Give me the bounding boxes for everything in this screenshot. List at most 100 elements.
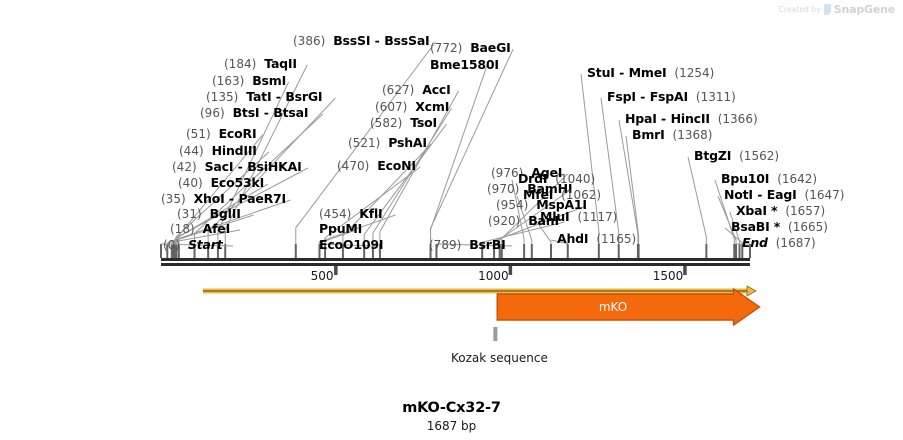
enzyme-name: AgeI [531, 165, 563, 180]
restriction-site-label[interactable]: (44) HindIII [179, 144, 257, 159]
enzyme-name: TatI [246, 89, 272, 104]
site-position: (1311) [695, 90, 736, 104]
restriction-site-label[interactable]: (920) BanI [488, 214, 559, 229]
restriction-site-label[interactable]: (31) BglII [177, 207, 241, 222]
site-position: (470) [337, 159, 370, 173]
restriction-site-label[interactable]: (386) BssSI - BssSaI [293, 33, 430, 49]
enzyme-name: Bpu10I [721, 171, 770, 186]
restriction-site-label[interactable]: BmrI (1368) [632, 128, 713, 143]
site-position: (1657) [785, 204, 826, 218]
restriction-site-label[interactable]: (627) AccI [382, 83, 451, 98]
restriction-site-label[interactable]: (582) TsoI [370, 116, 437, 131]
site-position: (772) [430, 41, 463, 55]
enzyme-name: Eco53kI [210, 175, 265, 190]
snapgene-watermark: Created by SnapGene [779, 3, 896, 16]
site-position: (582) [370, 116, 403, 130]
enzyme-name: PaeR7I [238, 191, 286, 206]
site-position: (1665) [788, 220, 828, 234]
restriction-site-label[interactable]: MluI (1117) [540, 210, 617, 225]
site-position: (35) [161, 192, 186, 206]
restriction-site-label[interactable]: (789) BsrBI [429, 237, 506, 253]
restriction-site-label[interactable]: (40) Eco53kI [178, 175, 265, 191]
enzyme-name: MspA1I [536, 197, 587, 212]
enzyme-name: Bme1580I [430, 57, 499, 72]
site-position: (1642) [777, 172, 818, 186]
enzyme-name: FspAI [649, 89, 688, 104]
site-position: (1647) [804, 188, 845, 202]
restriction-site-label[interactable]: (135) TatI - BsrGI [206, 89, 323, 105]
title-block: mKO-Cx32-7 1687 bp [0, 400, 903, 433]
enzyme-name: FspI [607, 89, 636, 104]
site-position: (40) [178, 176, 203, 190]
restriction-site-label[interactable]: (454) KflI [319, 207, 383, 222]
restriction-site-label[interactable]: FspI - FspAI (1311) [607, 89, 736, 105]
restriction-site-label[interactable]: (35) XhoI - PaeR7I [161, 191, 286, 207]
restriction-site-label[interactable]: BtgZI (1562) [694, 149, 779, 164]
restriction-site-label[interactable]: (772) BaeGI [430, 40, 511, 56]
restriction-site-label[interactable]: (970) BamHI [487, 182, 573, 197]
site-position: (1366) [717, 112, 758, 126]
restriction-site-label[interactable]: (470) EcoNI [337, 158, 416, 174]
site-position: (31) [177, 207, 202, 221]
enzyme-name: EcoO109I [319, 237, 384, 252]
site-position: (18) [170, 222, 195, 236]
site-position: (1368) [672, 128, 713, 142]
restriction-site-label[interactable]: End (1687) [742, 236, 816, 251]
restriction-site-label[interactable]: (51) EcoRI [186, 127, 257, 142]
enzyme-name: TaqII [264, 56, 297, 71]
site-position: (521) [348, 136, 381, 150]
restriction-site-label[interactable]: StuI - MmeI (1254) [587, 65, 714, 81]
restriction-site-label[interactable]: (0) Start [163, 238, 223, 253]
restriction-site-label[interactable]: NotI - EagI (1647) [724, 187, 845, 203]
restriction-site-label[interactable]: (96) BtsI - BtsaI [200, 105, 309, 121]
restriction-site-label[interactable]: MfeI (1062) [523, 188, 601, 203]
enzyme-name: EagI [766, 187, 797, 202]
restriction-site-label[interactable]: Bme1580I [430, 58, 499, 72]
enzyme-name: XhoI [193, 191, 225, 206]
enzyme-name: BsmI [252, 73, 287, 88]
watermark-prefix: Created by [778, 5, 821, 14]
restriction-site-label[interactable]: AhdI (1165) [557, 232, 637, 247]
restriction-site-label[interactable]: (954) MspA1I [496, 197, 587, 213]
page-title: mKO-Cx32-7 [402, 400, 501, 416]
name-separator: - [259, 105, 274, 120]
site-position: (42) [172, 160, 197, 174]
site-position: (789) [429, 238, 462, 252]
enzyme-name: BtsI [232, 105, 260, 120]
restriction-site-label[interactable]: BsaBI * (1665) [731, 220, 828, 235]
enzyme-name: HpaI [625, 111, 657, 126]
enzyme-name: SacI [204, 159, 234, 174]
enzyme-name: BsiHKAI [247, 159, 302, 174]
restriction-site-label[interactable]: (976) AgeI [491, 165, 563, 181]
enzyme-name: MmeI [628, 65, 667, 80]
enzyme-name: DrdI [518, 171, 548, 186]
enzyme-name: BssSaI [384, 33, 430, 48]
restriction-site-label[interactable]: (521) PshAI [348, 136, 427, 151]
site-position: (1040) [555, 172, 596, 186]
restriction-site-label[interactable]: HpaI - HincII (1366) [625, 111, 758, 127]
restriction-site-label[interactable]: (42) SacI - BsiHKAI [172, 159, 302, 175]
enzyme-name: HincII [670, 111, 710, 126]
restriction-site-label[interactable]: (607) XcmI [375, 99, 450, 115]
enzyme-name: BaeGI [470, 40, 511, 55]
enzyme-name: NotI [724, 187, 753, 202]
restriction-site-label[interactable]: XbaI * (1657) [736, 204, 826, 219]
site-position: (96) [200, 106, 225, 120]
name-separator: - [271, 89, 286, 104]
site-position: (976) [491, 166, 524, 180]
restriction-site-label[interactable]: (18) AfeI [170, 222, 230, 237]
restriction-site-label[interactable]: EcoO109I [319, 237, 384, 252]
restriction-site-label[interactable]: (184) TaqII [224, 56, 297, 72]
enzyme-name: EcoNI [377, 158, 416, 173]
restriction-site-label[interactable]: PpuMI [319, 222, 362, 236]
enzyme-name: XcmI [415, 99, 450, 114]
site-position: (1165) [596, 232, 637, 246]
enzyme-name: BsrBI [469, 237, 506, 252]
site-position: (0) [163, 238, 180, 252]
restriction-site-label[interactable]: DrdI (1040) [518, 171, 596, 187]
name-separator: - [752, 187, 767, 202]
restriction-site-label[interactable]: Bpu10I (1642) [721, 171, 818, 187]
site-position: (627) [382, 83, 415, 97]
site-position: (970) [487, 182, 520, 196]
restriction-site-label[interactable]: (163) BsmI [212, 73, 287, 89]
